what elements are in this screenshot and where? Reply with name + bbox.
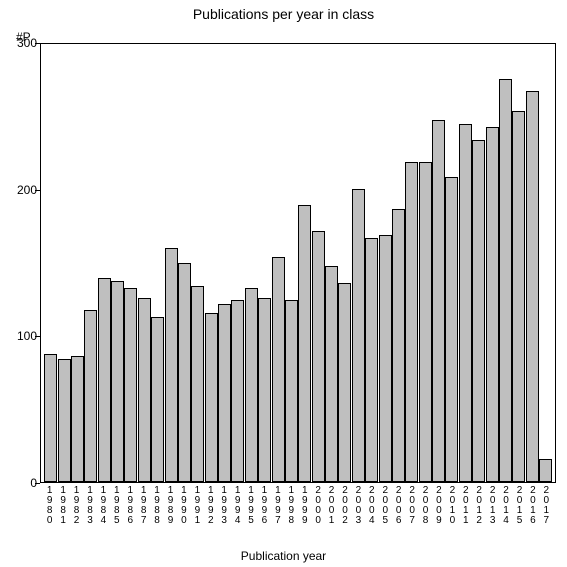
bar (124, 288, 137, 482)
x-tick-label: 2003 (352, 486, 365, 526)
bar (365, 238, 378, 482)
x-tick-label: 2011 (459, 486, 472, 526)
x-tick-label: 2002 (338, 486, 351, 526)
x-tick-label: 1991 (191, 486, 204, 526)
bar (405, 162, 418, 482)
bar (285, 300, 298, 483)
bar (472, 140, 485, 482)
plot-area (40, 43, 556, 483)
bar (218, 304, 231, 482)
bar (178, 263, 191, 482)
bar (98, 278, 111, 482)
bar (58, 359, 71, 482)
y-tick-label: 100 (11, 329, 37, 343)
x-tick-label: 1988 (150, 486, 163, 526)
bar (499, 79, 512, 482)
bar (486, 127, 499, 482)
x-tick-label: 1984 (97, 486, 110, 526)
x-tick-label: 1983 (83, 486, 96, 526)
x-tick-label: 1999 (298, 486, 311, 526)
bar (245, 288, 258, 482)
x-tick-label: 1989 (164, 486, 177, 526)
bar (526, 91, 539, 482)
bar (138, 298, 151, 482)
y-tick-label: 300 (11, 36, 37, 50)
bar (272, 257, 285, 482)
x-tick-label: 2004 (365, 486, 378, 526)
x-tick-label: 1998 (285, 486, 298, 526)
x-tick-label: 1980 (43, 486, 56, 526)
x-tick-label: 2001 (325, 486, 338, 526)
bar (325, 266, 338, 482)
x-tick-label: 2008 (419, 486, 432, 526)
chart-container: Publications per year in class #P 010020… (0, 0, 567, 567)
bar (445, 177, 458, 482)
bars-group (41, 44, 555, 482)
bar (258, 298, 271, 482)
bar (459, 124, 472, 482)
bar (44, 354, 57, 482)
bar (512, 111, 525, 482)
x-tick-label: 2010 (446, 486, 459, 526)
x-labels-group: 1980198119821983198419851986198719881989… (40, 486, 556, 526)
bar (379, 235, 392, 482)
x-tick-label: 1982 (70, 486, 83, 526)
x-tick-label: 2017 (540, 486, 553, 526)
bar (419, 162, 432, 482)
bar (298, 205, 311, 482)
bar (191, 286, 204, 482)
bar (312, 231, 325, 482)
x-tick-label: 1985 (110, 486, 123, 526)
x-tick-label: 2006 (392, 486, 405, 526)
x-tick-label: 2012 (473, 486, 486, 526)
x-tick-label: 2007 (405, 486, 418, 526)
x-axis-label: Publication year (0, 549, 567, 563)
bar (165, 248, 178, 482)
x-tick-label: 1987 (137, 486, 150, 526)
bar (71, 356, 84, 482)
bar (352, 189, 365, 482)
bar (338, 283, 351, 482)
x-tick-label: 1996 (258, 486, 271, 526)
y-tick-label: 0 (11, 476, 37, 490)
bar (539, 459, 552, 482)
bar (84, 310, 97, 482)
y-tick-label: 200 (11, 183, 37, 197)
bar (205, 313, 218, 482)
bar (231, 300, 244, 483)
x-tick-label: 1990 (177, 486, 190, 526)
x-tick-label: 2000 (311, 486, 324, 526)
bar (111, 281, 124, 482)
x-tick-label: 2009 (432, 486, 445, 526)
x-tick-label: 1981 (56, 486, 69, 526)
bar (432, 120, 445, 482)
x-tick-label: 1986 (124, 486, 137, 526)
x-tick-label: 2015 (513, 486, 526, 526)
x-tick-label: 1992 (204, 486, 217, 526)
bar (151, 317, 164, 482)
x-tick-label: 1995 (244, 486, 257, 526)
x-tick-label: 1994 (231, 486, 244, 526)
y-tick (35, 483, 40, 484)
x-tick-label: 2013 (486, 486, 499, 526)
x-tick-label: 1993 (217, 486, 230, 526)
x-tick-label: 2016 (526, 486, 539, 526)
x-tick-label: 2005 (379, 486, 392, 526)
chart-title: Publications per year in class (0, 6, 567, 22)
x-tick-label: 2014 (499, 486, 512, 526)
x-tick-label: 1997 (271, 486, 284, 526)
bar (392, 209, 405, 482)
